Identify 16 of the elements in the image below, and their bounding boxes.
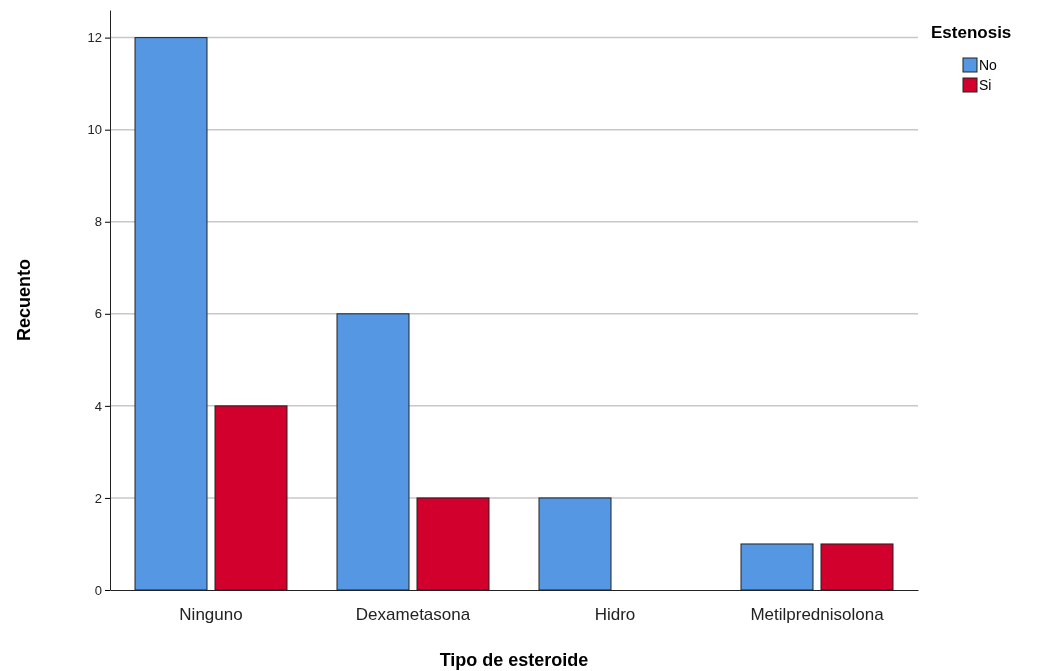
x-tick-label: Metilprednisolona bbox=[750, 605, 885, 625]
legend-label: Si bbox=[979, 77, 992, 93]
y-tick-label: 8 bbox=[94, 214, 102, 230]
y-tick-label: 4 bbox=[94, 398, 102, 414]
y-tick-label: 10 bbox=[87, 122, 102, 138]
y-tick-label: 0 bbox=[94, 582, 102, 598]
x-tick-label: Ninguno bbox=[179, 605, 243, 625]
x-tick-label: Hidro bbox=[594, 605, 636, 625]
legend-label: No bbox=[979, 57, 998, 73]
y-tick-label: 6 bbox=[94, 306, 102, 322]
legend-title: Estenosis bbox=[931, 23, 1012, 42]
x-axis-title: Tipo de esteroide bbox=[439, 650, 589, 670]
y-tick-label: 12 bbox=[87, 30, 102, 46]
x-tick-label: Dexametasona bbox=[355, 605, 471, 625]
y-axis-title: Recuento bbox=[14, 258, 34, 342]
y-tick-label: 2 bbox=[94, 490, 102, 506]
